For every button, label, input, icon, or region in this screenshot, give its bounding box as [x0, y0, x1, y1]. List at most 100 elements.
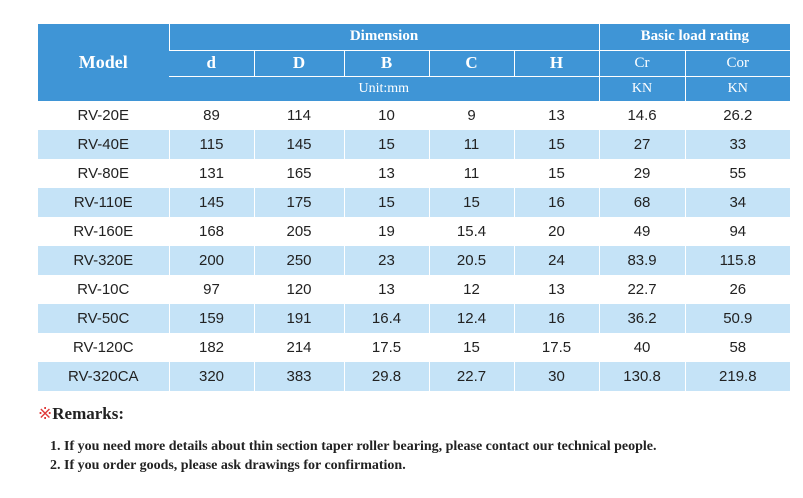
- cell-h: 15: [513, 159, 600, 188]
- cell-model: RV-40E: [38, 130, 169, 159]
- remarks-notes: 1. If you need more details about thin s…: [50, 437, 657, 475]
- cor-unit-label: KN: [684, 76, 791, 101]
- cell-b: 17.5: [343, 333, 429, 362]
- cell-model: RV-320E: [38, 246, 169, 275]
- bearing-spec-table: Model Dimension Basic load rating d D B …: [38, 24, 791, 391]
- cell-model: RV-10C: [38, 275, 169, 304]
- spec-table-body: RV-20E 89 114 10 9 13 14.6 26.2 RV-40E 115 145 15 11…: [38, 101, 791, 391]
- dim-B-header: B: [343, 50, 429, 77]
- cell-d: 383: [253, 362, 344, 391]
- cell-d: 120: [253, 275, 344, 304]
- cell-b: 15: [343, 130, 429, 159]
- cell-cor: 26.2: [684, 101, 791, 130]
- cell-cr: 83.9: [598, 246, 686, 275]
- cell-h: 13: [513, 275, 600, 304]
- cell-c: 9: [428, 101, 514, 130]
- cell-model: RV-120C: [38, 333, 169, 362]
- cell-b: 23: [343, 246, 429, 275]
- cell-b: 19: [343, 217, 429, 246]
- cell-d: 97: [168, 275, 254, 304]
- cell-d: 159: [168, 304, 254, 333]
- cell-cor: 115.8: [684, 246, 791, 275]
- table-row: RV-110E 145 175 15 15 16 68 34: [38, 188, 791, 217]
- cell-cor: 55: [684, 159, 791, 188]
- cell-d: 114: [253, 101, 344, 130]
- table-row: RV-40E 115 145 15 11 15 27 33: [38, 130, 791, 159]
- dim-C-header: C: [428, 50, 514, 77]
- cell-h: 20: [513, 217, 600, 246]
- cr-unit-label: KN: [598, 76, 686, 101]
- cell-model: RV-160E: [38, 217, 169, 246]
- cell-b: 13: [343, 159, 429, 188]
- cell-model: RV-50C: [38, 304, 169, 333]
- cell-cr: 36.2: [598, 304, 686, 333]
- load-cor-header: Cor: [684, 50, 791, 77]
- cell-c: 12: [428, 275, 514, 304]
- cell-d: 250: [253, 246, 344, 275]
- cell-c: 11: [428, 159, 514, 188]
- cell-d: 191: [253, 304, 344, 333]
- cell-cr: 29: [598, 159, 686, 188]
- load-cr-header: Cr: [598, 50, 686, 77]
- cell-h: 15: [513, 130, 600, 159]
- table-row: RV-320E 200 250 23 20.5 24 83.9 115.8: [38, 246, 791, 275]
- cell-cor: 219.8: [684, 362, 791, 391]
- cell-d: 115: [168, 130, 254, 159]
- cell-cr: 27: [598, 130, 686, 159]
- cell-b: 16.4: [343, 304, 429, 333]
- cell-h: 16: [513, 188, 600, 217]
- dim-D-header: D: [253, 50, 344, 77]
- remarks-title: Remarks:: [52, 404, 125, 423]
- cell-cor: 26: [684, 275, 791, 304]
- table-row: RV-160E 168 205 19 15.4 20 49 94: [38, 217, 791, 246]
- cell-c: 15.4: [428, 217, 514, 246]
- cell-cor: 58: [684, 333, 791, 362]
- cell-cr: 49: [598, 217, 686, 246]
- cell-d: 214: [253, 333, 344, 362]
- cell-cr: 68: [598, 188, 686, 217]
- table-row: RV-20E 89 114 10 9 13 14.6 26.2: [38, 101, 791, 130]
- cell-b: 29.8: [343, 362, 429, 391]
- cell-cor: 34: [684, 188, 791, 217]
- cell-cr: 14.6: [598, 101, 686, 130]
- cell-d: 175: [253, 188, 344, 217]
- cell-cor: 33: [684, 130, 791, 159]
- dim-H-header: H: [513, 50, 600, 77]
- cell-d: 145: [168, 188, 254, 217]
- load-rating-header: Basic load rating: [598, 24, 791, 51]
- cell-b: 13: [343, 275, 429, 304]
- cell-h: 24: [513, 246, 600, 275]
- cell-model: RV-80E: [38, 159, 169, 188]
- cell-cor: 94: [684, 217, 791, 246]
- cell-d: 145: [253, 130, 344, 159]
- cell-d: 168: [168, 217, 254, 246]
- cell-c: 15: [428, 188, 514, 217]
- cell-d: 89: [168, 101, 254, 130]
- table-row: RV-80E 131 165 13 11 15 29 55: [38, 159, 791, 188]
- cell-c: 20.5: [428, 246, 514, 275]
- table-row: RV-320CA 320 383 29.8 22.7 30 130.8 219.8: [38, 362, 791, 391]
- cell-cor: 50.9: [684, 304, 791, 333]
- table-row: RV-10C 97 120 13 12 13 22.7 26: [38, 275, 791, 304]
- cell-b: 10: [343, 101, 429, 130]
- remark-note: 2. If you order goods, please ask drawin…: [50, 458, 406, 473]
- cell-cr: 40: [598, 333, 686, 362]
- cell-b: 15: [343, 188, 429, 217]
- reference-mark-icon: ※: [38, 404, 53, 423]
- cell-c: 12.4: [428, 304, 514, 333]
- remark-note: 1. If you need more details about thin s…: [50, 439, 657, 454]
- cell-model: RV-320CA: [38, 362, 169, 391]
- cell-c: 11: [428, 130, 514, 159]
- remarks-heading: ※Remarks:: [38, 404, 124, 424]
- dim-d-header: d: [169, 50, 254, 77]
- cell-model: RV-20E: [38, 101, 169, 130]
- cell-model: RV-110E: [38, 188, 169, 217]
- cell-c: 22.7: [428, 362, 514, 391]
- table-row: RV-120C 182 214 17.5 15 17.5 40 58: [38, 333, 791, 362]
- cell-h: 13: [513, 101, 600, 130]
- cell-d: 205: [253, 217, 344, 246]
- cell-d: 320: [168, 362, 254, 391]
- dimension-header: Dimension: [168, 24, 600, 51]
- cell-c: 15: [428, 333, 514, 362]
- cell-d: 165: [253, 159, 344, 188]
